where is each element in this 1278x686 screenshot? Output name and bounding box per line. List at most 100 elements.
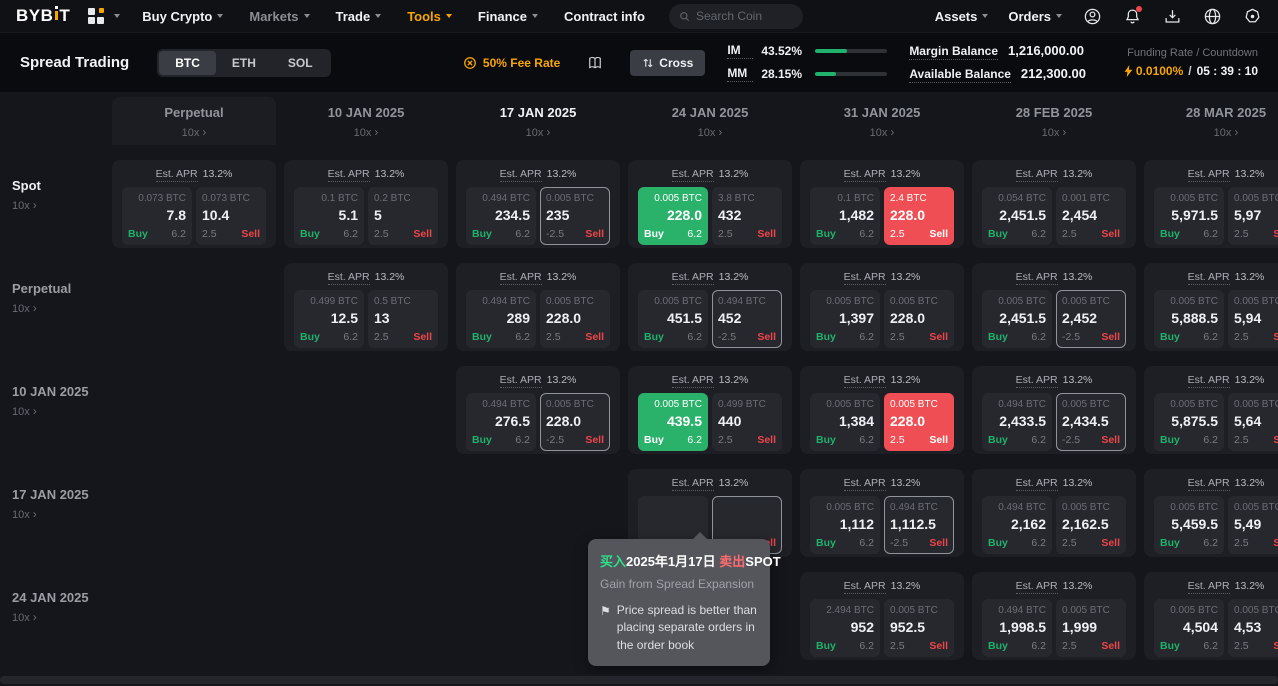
buy-quote[interactable]: 0.494 BTC 276.5 Buy 6.2 bbox=[466, 393, 536, 451]
buy-quote[interactable]: 0.499 BTC 12.5 Buy 6.2 bbox=[294, 290, 364, 348]
tab-eth[interactable]: ETH bbox=[231, 55, 256, 70]
sell-quote[interactable]: 0.005 BTC 2,452 -2.5 Sell bbox=[1056, 290, 1126, 348]
leverage-link[interactable]: 10x › bbox=[1213, 125, 1239, 139]
row-header-2[interactable]: Perpetual 10x › bbox=[0, 263, 112, 351]
tab-btc[interactable]: BTC bbox=[159, 50, 216, 75]
buy-quote[interactable]: 0.005 BTC 1,112 Buy 6.2 bbox=[810, 496, 880, 554]
buy-quote[interactable]: 0.005 BTC 5,888.5 Buy 6.2 bbox=[1154, 290, 1224, 348]
leverage-link[interactable]: 10x › bbox=[1041, 125, 1067, 139]
leverage-link[interactable]: 10x › bbox=[697, 125, 723, 139]
menu-assets[interactable]: Assets bbox=[935, 9, 989, 24]
column-header-5[interactable]: 31 JAN 2025 10x › bbox=[800, 97, 964, 145]
buy-quote[interactable]: 0.1 BTC 1,482 Buy 6.2 bbox=[810, 187, 880, 245]
buy-quote[interactable]: 0.005 BTC 5,459.5 Buy 6.2 bbox=[1154, 496, 1224, 554]
leverage-link[interactable]: 10x › bbox=[869, 125, 895, 139]
buy-quote[interactable]: 0.073 BTC 7.8 Buy 6.2 bbox=[122, 187, 192, 245]
menu-finance[interactable]: Finance bbox=[478, 9, 539, 24]
bybit-logo[interactable]: BYB T bbox=[16, 6, 71, 25]
sell-quote[interactable]: 0.005 BTC 2,434.5 -2.5 Sell bbox=[1056, 393, 1126, 451]
buy-quote[interactable]: 0.005 BTC 228.0 Buy 6.2 bbox=[638, 187, 708, 245]
leverage-link[interactable]: 10x › bbox=[12, 301, 37, 315]
sell-quote[interactable]: 0.005 BTC 5,49 2.5 Sell bbox=[1228, 496, 1278, 554]
guide-button[interactable] bbox=[586, 54, 604, 72]
sell-label: Sell bbox=[585, 228, 604, 240]
menu-trade[interactable]: Trade bbox=[336, 9, 382, 24]
sell-quote[interactable]: 0.005 BTC 5,97 2.5 Sell bbox=[1228, 187, 1278, 245]
margin-mode-button[interactable]: Cross bbox=[630, 49, 706, 76]
buy-quote[interactable]: 0.005 BTC 5,875.5 Buy 6.2 bbox=[1154, 393, 1224, 451]
buy-quote[interactable]: 0.054 BTC 2,451.5 Buy 6.2 bbox=[982, 187, 1052, 245]
scrollbar-thumb[interactable] bbox=[0, 676, 1278, 684]
apps-grid-button[interactable] bbox=[88, 8, 121, 24]
sell-quote[interactable]: 0.005 BTC 1,999 2.5 Sell bbox=[1056, 599, 1126, 657]
column-header-4[interactable]: 24 JAN 2025 10x › bbox=[628, 97, 792, 145]
sell-quote[interactable]: 0.005 BTC 2,162.5 2.5 Sell bbox=[1056, 496, 1126, 554]
buy-quote[interactable]: 0.005 BTC 1,384 Buy 6.2 bbox=[810, 393, 880, 451]
quote-quantity: 0.054 BTC bbox=[998, 193, 1046, 204]
sell-quote[interactable]: 0.005 BTC 952.5 2.5 Sell bbox=[884, 599, 954, 657]
leverage-link[interactable]: 10x › bbox=[12, 507, 37, 521]
leverage-link[interactable]: 10x › bbox=[525, 125, 551, 139]
buy-quote[interactable]: 0.005 BTC 1,397 Buy 6.2 bbox=[810, 290, 880, 348]
leverage-link[interactable]: 10x › bbox=[353, 125, 379, 139]
buy-quote[interactable]: 0.005 BTC 451.5 Buy 6.2 bbox=[638, 290, 708, 348]
buy-quote[interactable]: 0.005 BTC 439.5 Buy 6.2 bbox=[638, 393, 708, 451]
quote-price: 1,384 bbox=[838, 413, 874, 429]
sell-quote[interactable]: 3.8 BTC 432 2.5 Sell bbox=[712, 187, 782, 245]
buy-quote[interactable]: 0.494 BTC 289 Buy 6.2 bbox=[466, 290, 536, 348]
sell-quote[interactable]: 0.073 BTC 10.4 2.5 Sell bbox=[196, 187, 266, 245]
row-header-5[interactable]: 24 JAN 2025 10x › bbox=[0, 572, 112, 660]
sell-quote[interactable]: 0.005 BTC 5,94 2.5 Sell bbox=[1228, 290, 1278, 348]
sell-quote[interactable]: 0.2 BTC 5 2.5 Sell bbox=[368, 187, 438, 245]
horizontal-scrollbar[interactable] bbox=[0, 674, 1278, 686]
settings-button[interactable] bbox=[1242, 6, 1262, 26]
sell-quote[interactable]: 0.005 BTC 228.0 2.5 Sell bbox=[884, 393, 954, 451]
sell-quote[interactable]: 0.001 BTC 2,454 2.5 Sell bbox=[1056, 187, 1126, 245]
menu-buy-crypto[interactable]: Buy Crypto bbox=[142, 9, 224, 24]
profile-button[interactable] bbox=[1082, 6, 1102, 26]
buy-quote[interactable]: 0.005 BTC 5,971.5 Buy 6.2 bbox=[1154, 187, 1224, 245]
sell-quote[interactable]: 0.005 BTC 4,53 2.5 Sell bbox=[1228, 599, 1278, 657]
sell-quote[interactable]: 0.005 BTC 228.0 2.5 Sell bbox=[884, 290, 954, 348]
leverage-link[interactable]: 10x › bbox=[181, 125, 207, 139]
sell-quote[interactable]: 0.005 BTC 235 -2.5 Sell bbox=[540, 187, 610, 245]
column-header-3[interactable]: 17 JAN 2025 10x › bbox=[456, 97, 620, 145]
menu-markets[interactable]: Markets bbox=[249, 9, 310, 24]
column-header-7[interactable]: 28 MAR 2025 10x › bbox=[1144, 97, 1278, 145]
sell-quote[interactable]: 0.005 BTC 5,64 2.5 Sell bbox=[1228, 393, 1278, 451]
buy-quote[interactable]: 0.494 BTC 2,162 Buy 6.2 bbox=[982, 496, 1052, 554]
buy-quote[interactable]: 0.1 BTC 5.1 Buy 6.2 bbox=[294, 187, 364, 245]
column-header-1[interactable]: Perpetual 10x › bbox=[112, 97, 276, 145]
sell-quote[interactable]: 0.499 BTC 440 2.5 Sell bbox=[712, 393, 782, 451]
language-button[interactable] bbox=[1202, 6, 1222, 26]
downloads-button[interactable] bbox=[1162, 6, 1182, 26]
buy-quote[interactable]: 0.494 BTC 2,433.5 Buy 6.2 bbox=[982, 393, 1052, 451]
row-header-4[interactable]: 17 JAN 2025 10x › bbox=[0, 469, 112, 557]
buy-quote[interactable]: 0.005 BTC 2,451.5 Buy 6.2 bbox=[982, 290, 1052, 348]
sell-quote[interactable]: 0.494 BTC 452 -2.5 Sell bbox=[712, 290, 782, 348]
buy-quote[interactable]: 0.494 BTC 1,998.5 Buy 6.2 bbox=[982, 599, 1052, 657]
sell-quote[interactable]: 0.5 BTC 13 2.5 Sell bbox=[368, 290, 438, 348]
fee-rate-badge[interactable]: 50% Fee Rate bbox=[463, 56, 560, 70]
menu-contract-info[interactable]: Contract info bbox=[564, 8, 645, 24]
leverage-link[interactable]: 10x › bbox=[12, 610, 37, 624]
sell-quote[interactable]: 0.005 BTC 228.0 2.5 Sell bbox=[540, 290, 610, 348]
menu-tools[interactable]: Tools bbox=[407, 9, 452, 24]
sell-quote[interactable]: 2.4 BTC 228.0 2.5 Sell bbox=[884, 187, 954, 245]
coin-search[interactable] bbox=[668, 3, 803, 29]
leverage-link[interactable]: 10x › bbox=[12, 404, 37, 418]
menu-orders[interactable]: Orders bbox=[1008, 9, 1062, 24]
notifications-button[interactable] bbox=[1122, 6, 1142, 26]
sell-quote[interactable]: 0.494 BTC 1,112.5 -2.5 Sell bbox=[884, 496, 954, 554]
search-input[interactable] bbox=[695, 9, 793, 23]
buy-quote[interactable]: 0.005 BTC 4,504 Buy 6.2 bbox=[1154, 599, 1224, 657]
column-header-2[interactable]: 10 JAN 2025 10x › bbox=[284, 97, 448, 145]
column-header-6[interactable]: 28 FEB 2025 10x › bbox=[972, 97, 1136, 145]
row-header-1[interactable]: Spot 10x › bbox=[0, 160, 112, 248]
leverage-link[interactable]: 10x › bbox=[12, 198, 37, 212]
row-header-3[interactable]: 10 JAN 2025 10x › bbox=[0, 366, 112, 454]
buy-quote[interactable]: 2.494 BTC 952 Buy 6.2 bbox=[810, 599, 880, 657]
buy-quote[interactable]: 0.494 BTC 234.5 Buy 6.2 bbox=[466, 187, 536, 245]
sell-quote[interactable]: 0.005 BTC 228.0 -2.5 Sell bbox=[540, 393, 610, 451]
tab-sol[interactable]: SOL bbox=[287, 55, 313, 70]
